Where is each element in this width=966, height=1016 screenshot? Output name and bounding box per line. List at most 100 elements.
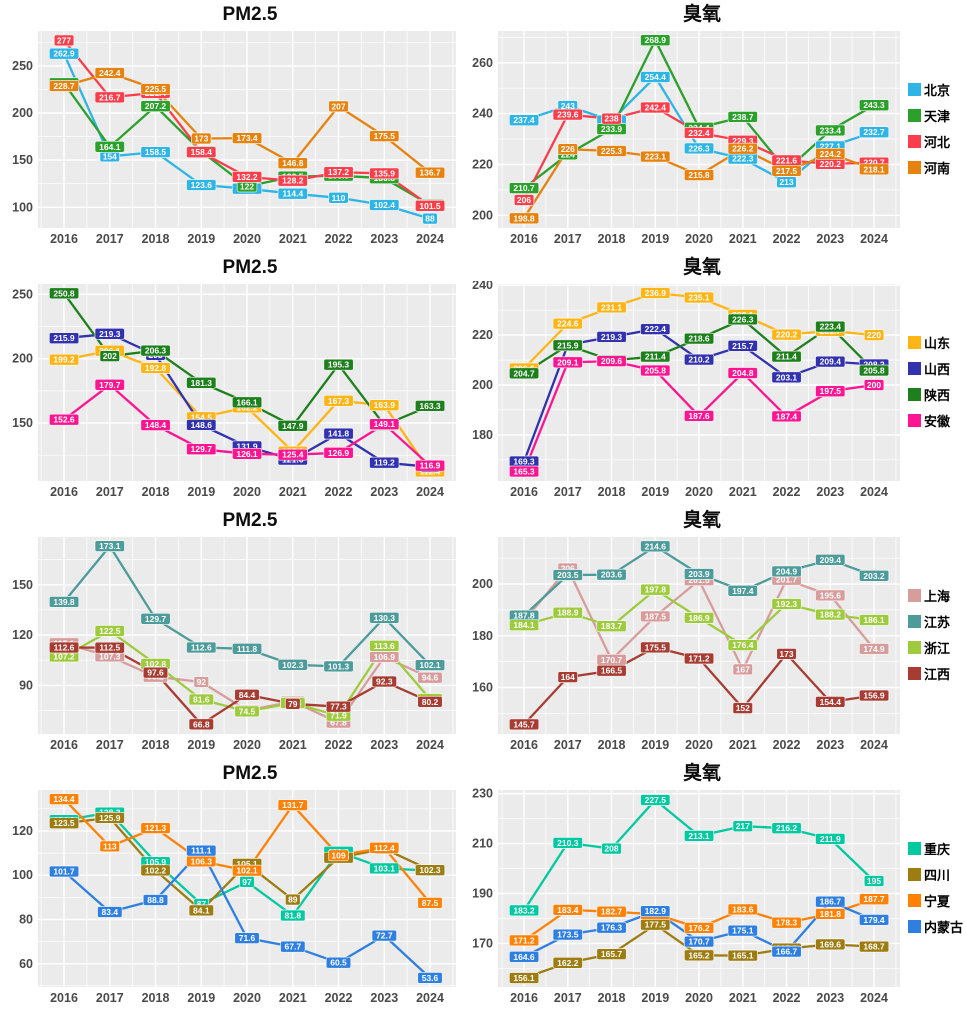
- svg-text:186.7: 186.7: [820, 897, 842, 907]
- svg-text:175.5: 175.5: [374, 131, 396, 141]
- svg-text:167.3: 167.3: [328, 396, 350, 406]
- svg-text:113.6: 113.6: [374, 641, 395, 651]
- svg-text:223.4: 223.4: [820, 322, 842, 332]
- svg-text:164: 164: [561, 672, 575, 682]
- value-label: 92.3: [371, 675, 397, 688]
- svg-text:2023: 2023: [370, 232, 398, 246]
- svg-text:209.6: 209.6: [601, 356, 623, 366]
- svg-text:158.5: 158.5: [145, 147, 167, 157]
- svg-text:239.6: 239.6: [557, 110, 579, 120]
- svg-text:152: 152: [736, 703, 750, 713]
- svg-text:187.5: 187.5: [645, 611, 667, 621]
- svg-text:205.8: 205.8: [863, 366, 885, 376]
- legend-swatch: [908, 589, 921, 602]
- svg-text:180: 180: [472, 629, 493, 643]
- svg-text:137.2: 137.2: [328, 167, 350, 177]
- value-label: 187.4: [771, 410, 802, 423]
- series-labels-内蒙古: 164.6 173.5 176.3 182.9 170.7 175.1 166.7 186.7…: [508, 895, 890, 963]
- legend-item-安徽: 安徽: [908, 411, 966, 430]
- svg-text:237.4: 237.4: [513, 115, 535, 125]
- svg-text:128.2: 128.2: [282, 176, 304, 186]
- svg-text:92.3: 92.3: [376, 677, 393, 687]
- svg-text:207.2: 207.2: [145, 101, 167, 111]
- svg-text:183.4: 183.4: [557, 905, 579, 915]
- value-label: 147.9: [277, 419, 308, 432]
- svg-text:215.8: 215.8: [688, 170, 710, 180]
- value-label: 135.9: [369, 167, 400, 180]
- svg-text:214.6: 214.6: [645, 541, 667, 551]
- value-label: 171.2: [683, 652, 715, 665]
- svg-text:122: 122: [240, 182, 254, 192]
- svg-text:2020: 2020: [685, 485, 713, 499]
- legend-label: 北京: [924, 83, 951, 98]
- svg-text:209.4: 209.4: [820, 555, 842, 565]
- svg-text:122.5: 122.5: [99, 626, 121, 636]
- value-label: 103.1: [369, 862, 400, 875]
- svg-text:148.6: 148.6: [191, 420, 213, 430]
- svg-text:74.5: 74.5: [239, 706, 256, 716]
- legend-item-江苏: 江苏: [908, 612, 966, 631]
- svg-text:242.4: 242.4: [645, 103, 667, 113]
- value-label: 175.5: [369, 130, 400, 142]
- value-label: 164.6: [508, 950, 540, 963]
- svg-text:204.8: 204.8: [732, 368, 754, 378]
- svg-text:2019: 2019: [641, 991, 669, 1005]
- svg-text:178.3: 178.3: [776, 918, 798, 928]
- value-label: 223.1: [640, 150, 671, 163]
- value-label: 123.6: [186, 179, 217, 191]
- chart-canvas-ozone-row4: 183.2 210.3 208 227.5 213.1 217 216.2 211.9 195 1…: [462, 787, 906, 1011]
- value-label: 262.9: [48, 47, 80, 60]
- svg-text:250: 250: [12, 59, 33, 73]
- value-label: 165.1: [727, 949, 758, 962]
- value-label: 195.3: [323, 358, 354, 371]
- legend-label: 浙江: [924, 641, 951, 656]
- svg-text:125.4: 125.4: [282, 450, 304, 460]
- value-label: 109: [328, 849, 349, 862]
- svg-text:88.8: 88.8: [147, 895, 164, 905]
- value-label: 106.3: [186, 855, 217, 868]
- value-label: 198.8: [508, 212, 540, 225]
- legend-swatch: [908, 83, 921, 96]
- svg-text:146.8: 146.8: [282, 158, 304, 168]
- svg-text:129.7: 129.7: [145, 614, 167, 624]
- legend-item-江西: 江西: [908, 664, 966, 683]
- svg-text:2022: 2022: [325, 485, 353, 499]
- value-label: 170.7: [683, 935, 715, 948]
- svg-text:200: 200: [472, 208, 493, 222]
- value-label: 122.5: [94, 625, 125, 637]
- svg-text:123.6: 123.6: [191, 180, 213, 190]
- svg-text:60: 60: [19, 957, 33, 971]
- value-label: 92: [193, 676, 210, 688]
- value-label: 173.5: [552, 928, 583, 941]
- svg-text:106.3: 106.3: [191, 856, 213, 866]
- svg-text:2021: 2021: [279, 738, 307, 752]
- svg-text:114.4: 114.4: [282, 189, 303, 199]
- value-label: 136.7: [414, 166, 446, 179]
- chart-svg: 206.6224.6231.1236.9235.1228.1220.2221.7…: [472, 278, 900, 499]
- svg-text:80: 80: [19, 913, 33, 927]
- chart-row-2: PM2.5 199.2206.1192.8154.5162.2127.8167.…: [0, 255, 966, 508]
- svg-text:120: 120: [12, 824, 33, 838]
- svg-text:233.9: 233.9: [601, 124, 623, 134]
- value-label: 79: [285, 697, 301, 710]
- value-label: 203.2: [858, 569, 890, 582]
- series-labels-陕西: 250.8202206.3181.3166.1147.9195.3148.516…: [48, 287, 446, 432]
- value-label: 217.5: [771, 164, 802, 177]
- value-label: 121.3: [140, 822, 171, 834]
- chart-row-1: PM2.5 262.9154158.5123.6119.7114.4110102…: [0, 2, 966, 255]
- svg-text:187.4: 187.4: [776, 411, 798, 421]
- x-axis-ticks: 2016 2017 2018 2019 2020 2021 2022 2023 2024: [510, 232, 888, 246]
- svg-text:2020: 2020: [233, 991, 261, 1005]
- svg-text:206.3: 206.3: [145, 346, 167, 356]
- svg-text:164.6: 164.6: [513, 952, 535, 962]
- chart-title: PM2.5: [222, 4, 278, 25]
- svg-text:225.3: 225.3: [601, 146, 623, 156]
- value-label: 177.5: [640, 918, 671, 931]
- svg-text:53.6: 53.6: [422, 973, 439, 983]
- chart-canvas-pm25-row1: 262.9154158.5123.6119.7114.4110102.48823…: [0, 28, 462, 252]
- svg-text:254.4: 254.4: [645, 72, 667, 82]
- svg-text:210: 210: [472, 837, 493, 851]
- value-label: 97.6: [142, 666, 169, 679]
- value-label: 181.3: [186, 376, 217, 389]
